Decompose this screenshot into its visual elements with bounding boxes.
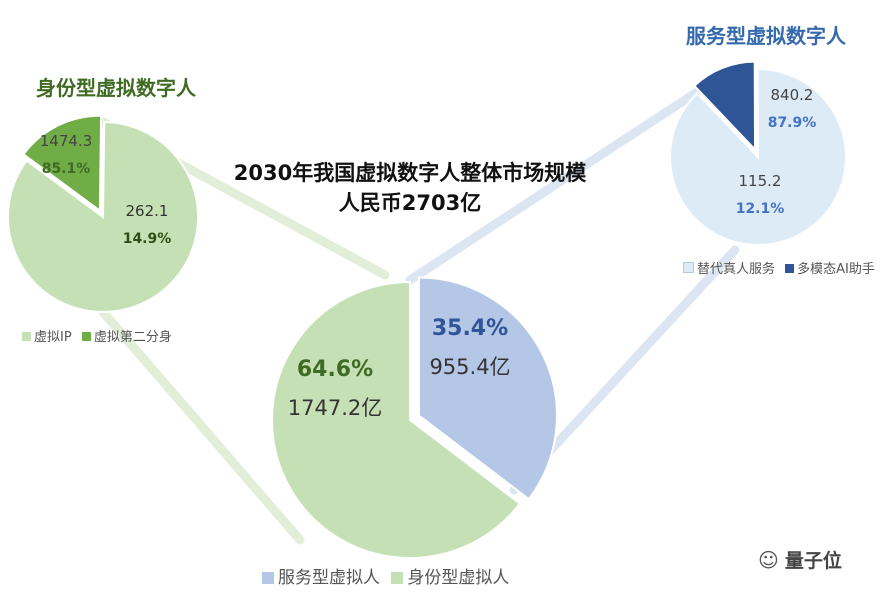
legend-swatch — [22, 332, 31, 341]
slice-percent-label: 64.6% — [297, 357, 373, 382]
legend-label: 身份型虚拟人 — [407, 568, 510, 588]
legend-label: 替代真人服务 — [697, 262, 776, 277]
left-legend: 虚拟IP 虚拟第二分身 — [22, 326, 178, 345]
legend-item-virtual-avatar: 虚拟第二分身 — [81, 330, 172, 345]
legend-item-service: 服务型虚拟人 — [262, 568, 380, 588]
pie-group — [7, 60, 847, 559]
main-chart-title-block: 2030年我国虚拟数字人整体市场规模 人民币2703亿 — [180, 158, 640, 218]
connector-line — [98, 307, 305, 545]
slice-percent-label: 87.9% — [768, 115, 817, 131]
pie-slice-2-1 — [692, 60, 757, 153]
legend-item-multimodal-ai: 多模态AI助手 — [785, 262, 875, 277]
legend-swatch — [81, 332, 91, 341]
left-chart-title: 身份型虚拟数字人 — [36, 76, 196, 100]
slice-percent-label: 85.1% — [42, 161, 91, 177]
pie-slice-1-0 — [7, 120, 199, 313]
pie-slice-1-1 — [22, 114, 103, 213]
legend-label: 虚拟第二分身 — [93, 330, 172, 345]
pie-slice-2-0 — [669, 68, 847, 246]
connector-line — [405, 85, 705, 285]
slice-percent-label: 35.4% — [432, 316, 508, 341]
legend-item-virtual-ip: 虚拟IP — [22, 330, 72, 345]
legend-label: 多模态AI助手 — [797, 262, 875, 277]
slice-value-label: 115.2 — [739, 172, 782, 190]
slice-value-label: 1474.3 — [40, 132, 93, 150]
main-legend: 服务型虚拟人 身份型虚拟人 — [262, 563, 515, 588]
slice-value-label: 840.2 — [771, 86, 814, 104]
legend-item-identity: 身份型虚拟人 — [391, 568, 509, 588]
watermark: ☺ 量子位 — [758, 546, 842, 573]
slice-percent-label: 12.1% — [736, 201, 785, 217]
legend-swatch — [785, 264, 795, 273]
legend-swatch — [683, 262, 694, 273]
slice-percent-label: 14.9% — [123, 231, 172, 247]
legend-swatch — [262, 572, 274, 584]
legend-swatch — [391, 572, 404, 584]
pie-slice-0-0 — [417, 276, 558, 501]
right-chart-title: 服务型虚拟数字人 — [686, 24, 846, 48]
pie-slice-0-1 — [271, 280, 522, 559]
wechat-icon: ☺ — [758, 548, 779, 572]
legend-label: 服务型虚拟人 — [278, 568, 380, 588]
main-chart-title: 2030年我国虚拟数字人整体市场规模 — [233, 161, 587, 185]
legend-item-human-replacement: 替代真人服务 — [683, 262, 775, 277]
slice-value-label: 955.4亿 — [429, 355, 510, 379]
watermark-text: 量子位 — [784, 550, 842, 572]
main-chart-subtitle: 人民币2703亿 — [338, 191, 482, 215]
slice-labels: 35.4% 955.4亿 64.6% 1747.2亿 262.1 14.9% 1474.3 8… — [40, 86, 817, 420]
legend-label: 虚拟IP — [34, 330, 72, 345]
right-legend: 替代真人服务 多模态AI助手 — [683, 258, 881, 277]
slice-value-label: 1747.2亿 — [288, 396, 382, 420]
slice-value-label: 262.1 — [126, 202, 169, 220]
